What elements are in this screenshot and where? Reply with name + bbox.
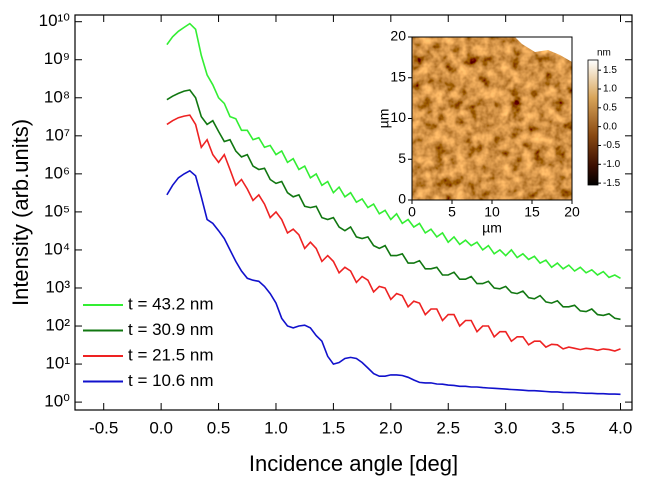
colorbar-tick-label: 0.0 — [603, 121, 617, 132]
colorbar-label: nm — [597, 48, 611, 59]
inset-x-tick-label: 15 — [524, 204, 540, 220]
colorbar — [587, 59, 599, 186]
y-tick-label: 10³ — [45, 277, 70, 296]
y-tick-label: 10⁴ — [44, 239, 70, 258]
x-tick-label: 2.5 — [436, 418, 460, 437]
y-tick-label: 10⁵ — [44, 201, 70, 220]
inset-x-tick-label: 20 — [564, 204, 580, 220]
y-tick-label: 10⁰ — [44, 392, 70, 411]
inset-y-tick-label: 5 — [398, 150, 406, 166]
colorbar-tick-label: 0.5 — [603, 102, 617, 113]
data-line — [166, 89, 621, 321]
x-tick-label: 2.0 — [379, 418, 403, 437]
x-tick-label: -0.5 — [89, 418, 118, 437]
data-line — [166, 114, 621, 352]
colorbar-tick-label: 1.5 — [603, 65, 617, 76]
x-tick-label: 4.0 — [609, 418, 633, 437]
y-tick-label: 10⁹ — [44, 49, 70, 68]
colorbar-tick-label: -1.0 — [603, 159, 621, 170]
inset-y-tick-label: 15 — [390, 68, 406, 84]
y-tick-label: 10¹⁰ — [39, 11, 71, 30]
inset-x-label: µm — [482, 220, 502, 236]
x-tick-label: 1.5 — [322, 418, 346, 437]
x-axis-label: Incidence angle [deg] — [249, 451, 458, 476]
x-tick-label: 0.5 — [207, 418, 231, 437]
legend-label: t = 43.2 nm — [128, 294, 214, 313]
legend-label: t = 10.6 nm — [128, 371, 214, 390]
y-axis-label: Intensity (arb.units) — [8, 119, 33, 306]
legend-label: t = 30.9 nm — [128, 320, 214, 339]
inset-y-tick-label: 20 — [390, 28, 406, 44]
x-tick-label: 0.0 — [149, 418, 173, 437]
afm-saturated-patch — [515, 37, 572, 62]
colorbar-tick-label: -1.5 — [603, 178, 621, 189]
afm-image — [412, 37, 572, 200]
y-tick-label: 10⁷ — [45, 125, 70, 144]
inset-y-label: µm — [376, 109, 392, 129]
data-line — [166, 22, 621, 279]
colorbar-tick-label: -0.5 — [603, 140, 621, 151]
x-tick-label: 3.5 — [551, 418, 575, 437]
y-tick-label: 10¹ — [45, 354, 70, 373]
legend-label: t = 21.5 nm — [128, 345, 214, 364]
colorbar-tick-label: 1.0 — [603, 84, 617, 95]
x-tick-label: 3.0 — [494, 418, 518, 437]
plot-frame — [74, 14, 633, 411]
inset-x-tick-label: 10 — [484, 204, 500, 220]
y-tick-label: 10⁶ — [44, 163, 70, 182]
y-tick-label: 10² — [45, 316, 70, 335]
y-tick-label: 10⁸ — [44, 87, 70, 106]
inset-x-tick-label: 0 — [408, 204, 416, 220]
data-line — [166, 169, 621, 396]
inset-y-tick-label: 0 — [398, 191, 406, 207]
inset-x-tick-label: 5 — [448, 204, 456, 220]
x-tick-label: 1.0 — [264, 418, 288, 437]
inset-y-tick-label: 10 — [390, 109, 406, 125]
